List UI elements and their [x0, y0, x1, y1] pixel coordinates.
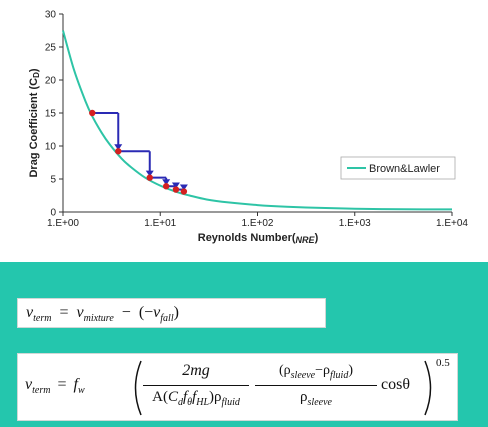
chart-area: 0 5 10 15 20 25 30 1.E+00 1.E+01 1.E+02 1.E+03 1.E+…	[28, 9, 469, 246]
exponent: 0.5	[436, 357, 450, 369]
second-fraction-bar	[255, 385, 377, 386]
data-point	[115, 148, 122, 155]
step-arrowhead	[145, 170, 154, 177]
left-big-paren	[134, 360, 142, 416]
y-tick-label: 5	[50, 175, 56, 186]
terminal-velocity-equation-1: vterm = vmixture − (−vfall)	[17, 298, 326, 328]
x-axis-title-main: Reynolds Number(	[198, 232, 296, 244]
y-axis-title: Drag Coefficient (CD)	[28, 68, 41, 177]
legend-label: Brown&Lawler	[369, 163, 440, 175]
right-big-paren	[424, 360, 432, 416]
data-point	[146, 174, 153, 181]
y-tick-label: 10	[45, 142, 57, 153]
y-tick-label: 25	[45, 43, 57, 54]
x-axis-title: Reynolds Number(NRE)	[198, 232, 319, 245]
data-point	[162, 183, 170, 190]
x-tick-label: 1.E+04	[436, 218, 468, 229]
legend-box	[340, 156, 456, 180]
x-axis-title-close: )	[315, 232, 319, 244]
y-tick-label: 0	[50, 208, 56, 219]
data-point	[172, 186, 180, 193]
drag-coefficient-chart: 0 5 10 15 20 25 30 1.E+00 1.E+01 1.E+02 1.E+03 1.E+…	[28, 10, 468, 246]
step-arrowhead	[171, 182, 180, 189]
first-fraction-denominator: A(CdfθfHL)ρfluid	[152, 389, 240, 408]
y-tick-label: 20	[45, 76, 57, 87]
y-tick-label: 30	[45, 10, 57, 21]
step-arrowhead	[162, 179, 171, 186]
x-tick-label: 1.E+01	[144, 218, 176, 229]
data-point	[89, 109, 96, 117]
first-fraction-bar	[143, 385, 249, 386]
terminal-velocity-equation-2: vterm = fw 2mg A(CdfθfHL)ρfluid (ρsleeve…	[17, 353, 458, 421]
x-tick-label: 1.E+03	[339, 218, 371, 229]
legend: Brown&Lawler	[340, 156, 456, 180]
step-arrowhead	[114, 144, 123, 151]
x-tick-label: 1.E+00	[47, 218, 79, 229]
second-fraction-numerator: (ρsleeve−ρfluid)	[279, 363, 353, 381]
y-axis-title-close: )	[28, 68, 40, 72]
x-axis-title-sub: NRE	[296, 235, 316, 245]
y-tick-label: 15	[45, 109, 57, 120]
first-fraction-numerator: 2mg	[182, 362, 210, 379]
cos-theta: cosθ	[381, 376, 410, 393]
data-point	[180, 188, 188, 195]
y-axis-title-main: Drag Coefficient (C	[28, 78, 40, 178]
step-arrowhead	[179, 184, 188, 191]
y-axis-title-sub: D	[32, 72, 41, 78]
second-fraction-denominator: ρsleeve	[300, 389, 332, 408]
x-tick-label: 1.E+02	[242, 218, 274, 229]
series-line-brown-lawler	[62, 30, 453, 211]
